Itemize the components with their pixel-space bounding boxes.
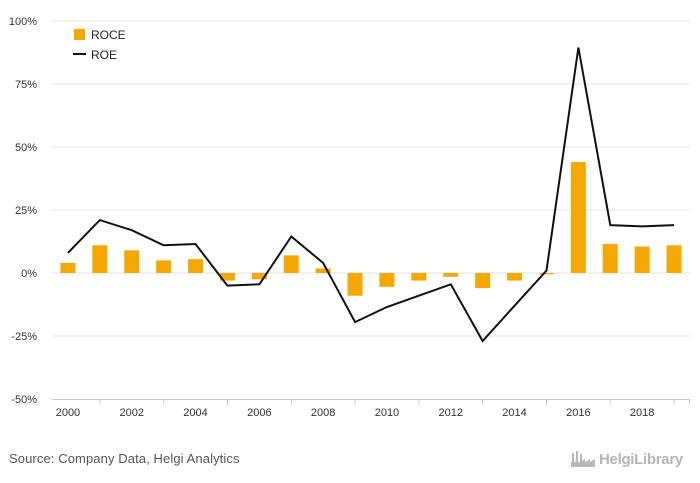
roce-bar <box>666 245 682 273</box>
roce-bar <box>347 273 363 296</box>
y-tick-label: 75% <box>15 79 37 91</box>
roce-bar <box>411 273 427 281</box>
factory-icon <box>571 451 595 467</box>
roe-line <box>67 47 675 343</box>
y-tick-label: 0% <box>21 268 37 280</box>
roce-bar <box>219 273 235 281</box>
roce-bar <box>538 273 554 275</box>
x-tick-label: 2000 <box>56 407 80 419</box>
x-tick-label: 2012 <box>439 407 463 419</box>
x-tick-label: 2002 <box>120 407 144 419</box>
legend-label-roe: ROE <box>91 48 117 62</box>
roce-bar <box>156 260 172 273</box>
roce-bars <box>60 162 682 296</box>
roce-bar <box>443 273 459 277</box>
x-tick-label: 2010 <box>375 407 399 419</box>
x-tick-label: 2008 <box>311 407 335 419</box>
x-tick-label: 2018 <box>630 407 654 419</box>
y-tick-label: 50% <box>15 142 37 154</box>
legend: ROCE ROE <box>73 28 126 62</box>
roce-bar <box>570 162 586 273</box>
y-tick-label: 25% <box>15 205 37 217</box>
roce-bar <box>315 268 331 273</box>
helgi-library-logo: HelgiLibrary <box>570 449 683 469</box>
x-tick-label: 2014 <box>502 407 526 419</box>
y-tick-label: -50% <box>11 394 37 406</box>
legend-swatch-roce <box>74 29 85 40</box>
roce-bar <box>379 273 395 287</box>
gridlines <box>52 20 690 337</box>
roce-bar <box>507 273 523 281</box>
logo-text: HelgiLibrary <box>599 450 683 468</box>
source-note: Source: Company Data, Helgi Analytics <box>9 451 240 466</box>
roce-bar <box>92 245 108 273</box>
roce-bar <box>60 262 76 273</box>
roce-bar <box>634 246 650 273</box>
roce-bar <box>124 250 140 273</box>
x-tick-label: 2016 <box>566 407 590 419</box>
roce-bar <box>283 255 299 273</box>
roce-bar <box>188 259 204 273</box>
x-axis <box>52 399 690 405</box>
y-tick-label: 100% <box>9 16 37 28</box>
y-tick-label: -25% <box>11 331 37 343</box>
roce-bar <box>251 273 267 280</box>
x-tick-label: 2006 <box>247 407 271 419</box>
x-tick-label: 2004 <box>183 407 207 419</box>
roe-line-layer <box>67 47 675 343</box>
roce-bar <box>475 273 491 289</box>
x-axis-labels: 2000 2002 2004 2006 2008 2010 2012 2014 2016 2018 <box>56 407 655 419</box>
legend-label-roce: ROCE <box>91 28 126 42</box>
y-axis-labels: 100% 75% 50% 25% 0% -25% -50% <box>9 16 37 406</box>
roce-bar <box>602 244 618 273</box>
